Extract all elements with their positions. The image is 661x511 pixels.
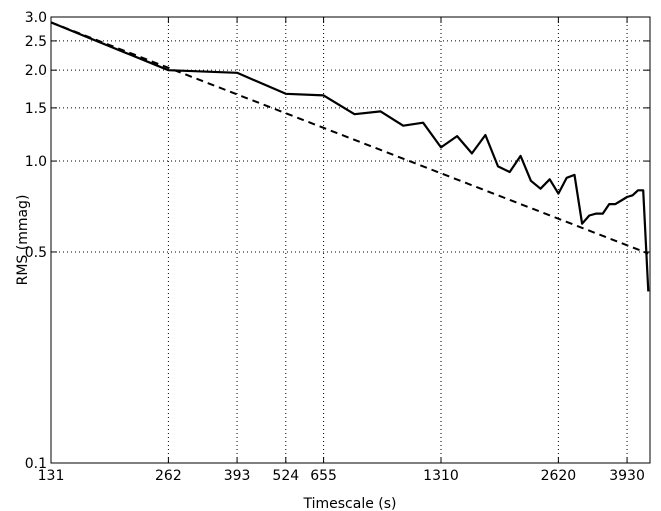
x-tick-label: 524 (272, 468, 299, 484)
plot-frame (50, 16, 651, 464)
dashed-series-line (50, 21, 649, 255)
x-tick-label: 2620 (541, 468, 577, 484)
y-tick-label: 1.0 (25, 154, 47, 170)
solid-series-line (50, 21, 650, 292)
x-tick-label: 3930 (609, 468, 645, 484)
x-tick-label: 1310 (423, 468, 459, 484)
x-axis-label: Timescale (s) (302, 496, 396, 511)
y-tick-label: 2.0 (25, 63, 47, 79)
x-tick-label: 131 (38, 468, 65, 484)
y-tick-label: 3.0 (25, 10, 47, 26)
grid-lines (51, 17, 650, 463)
y-tick-label: 0.5 (25, 245, 47, 261)
axis-ticks (50, 16, 650, 464)
y-tick-label: 1.5 (25, 101, 47, 117)
x-tick-label: 393 (224, 468, 251, 484)
series-layer (50, 21, 650, 292)
y-tick-label: 2.5 (25, 34, 47, 50)
x-tick-label: 262 (155, 468, 182, 484)
tick-labels: 131 262 393 524 655 1310 2620 3930 0.1 0.5 1.0 1.5 2… (25, 10, 645, 484)
x-tick-label: 655 (310, 468, 337, 484)
y-tick-label: 0.1 (25, 456, 47, 472)
y-axis-label: RMS (mmag) (15, 195, 31, 286)
